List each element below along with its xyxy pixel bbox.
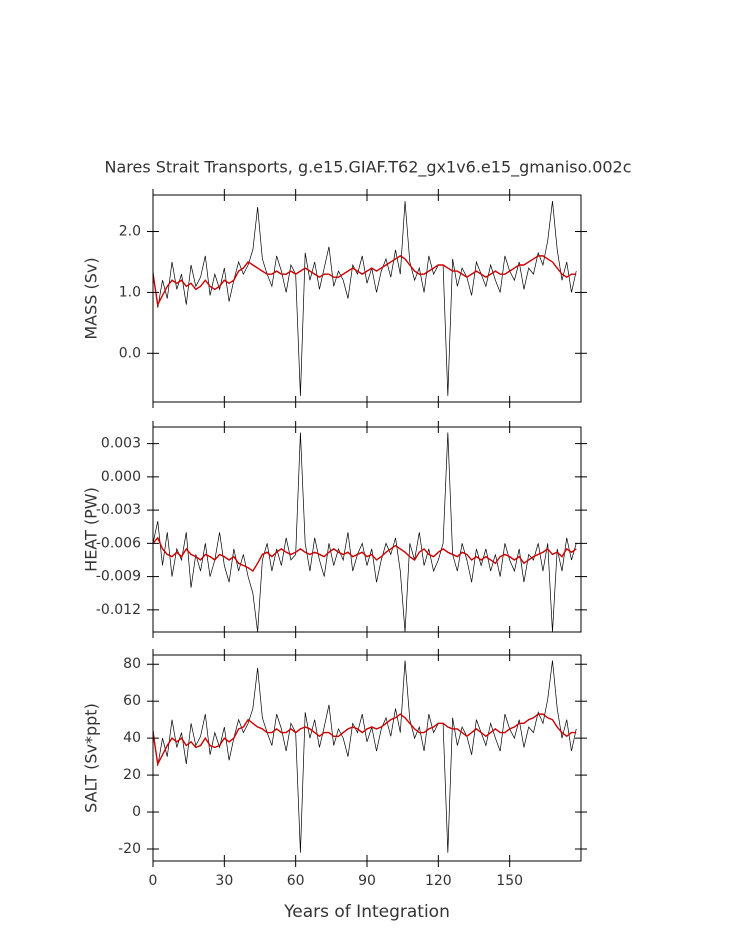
x-tick-label: 60 (287, 873, 305, 889)
y-tick-label: 0 (132, 804, 141, 820)
y-tick-label: -0.009 (96, 569, 141, 585)
plot-frame (152, 426, 582, 633)
series-line (153, 201, 577, 396)
y-tick-label: -0.012 (96, 602, 141, 618)
x-tick-label: 90 (358, 873, 376, 889)
y-tick-label: 1.0 (119, 284, 141, 300)
x-tick-label: 0 (149, 873, 158, 889)
y-tick-label: 0.003 (101, 436, 141, 452)
y-tick-label: 80 (123, 656, 141, 672)
series-line (153, 432, 577, 632)
y-tick-label: 2.0 (119, 224, 141, 240)
y-tick-label: 60 (123, 693, 141, 709)
x-axis-label: Years of Integration (283, 902, 450, 922)
y-axis-label: MASS (Sv) (82, 257, 101, 339)
series-line (153, 255, 577, 307)
plot-frame (152, 654, 582, 862)
y-tick-label: -20 (118, 841, 141, 857)
x-tick-label: 120 (425, 873, 452, 889)
y-tick-label: -0.006 (96, 535, 141, 551)
y-tick-label: -0.003 (96, 502, 141, 518)
y-tick-label: 0.000 (101, 469, 141, 485)
series-line (153, 660, 577, 853)
series-line (153, 713, 577, 767)
series-line (153, 536, 577, 573)
y-tick-label: 20 (123, 767, 141, 783)
y-axis-label: SALT (Sv*ppt) (82, 703, 101, 813)
x-tick-label: 30 (215, 873, 233, 889)
plot-frame (152, 194, 582, 403)
y-tick-label: 40 (123, 730, 141, 746)
x-tick-label: 150 (496, 873, 523, 889)
chart-title: Nares Strait Transports, g.e15.GIAF.T62_… (104, 158, 631, 178)
y-tick-label: 0.0 (119, 345, 141, 361)
y-axis-label: HEAT (PW) (82, 487, 101, 572)
